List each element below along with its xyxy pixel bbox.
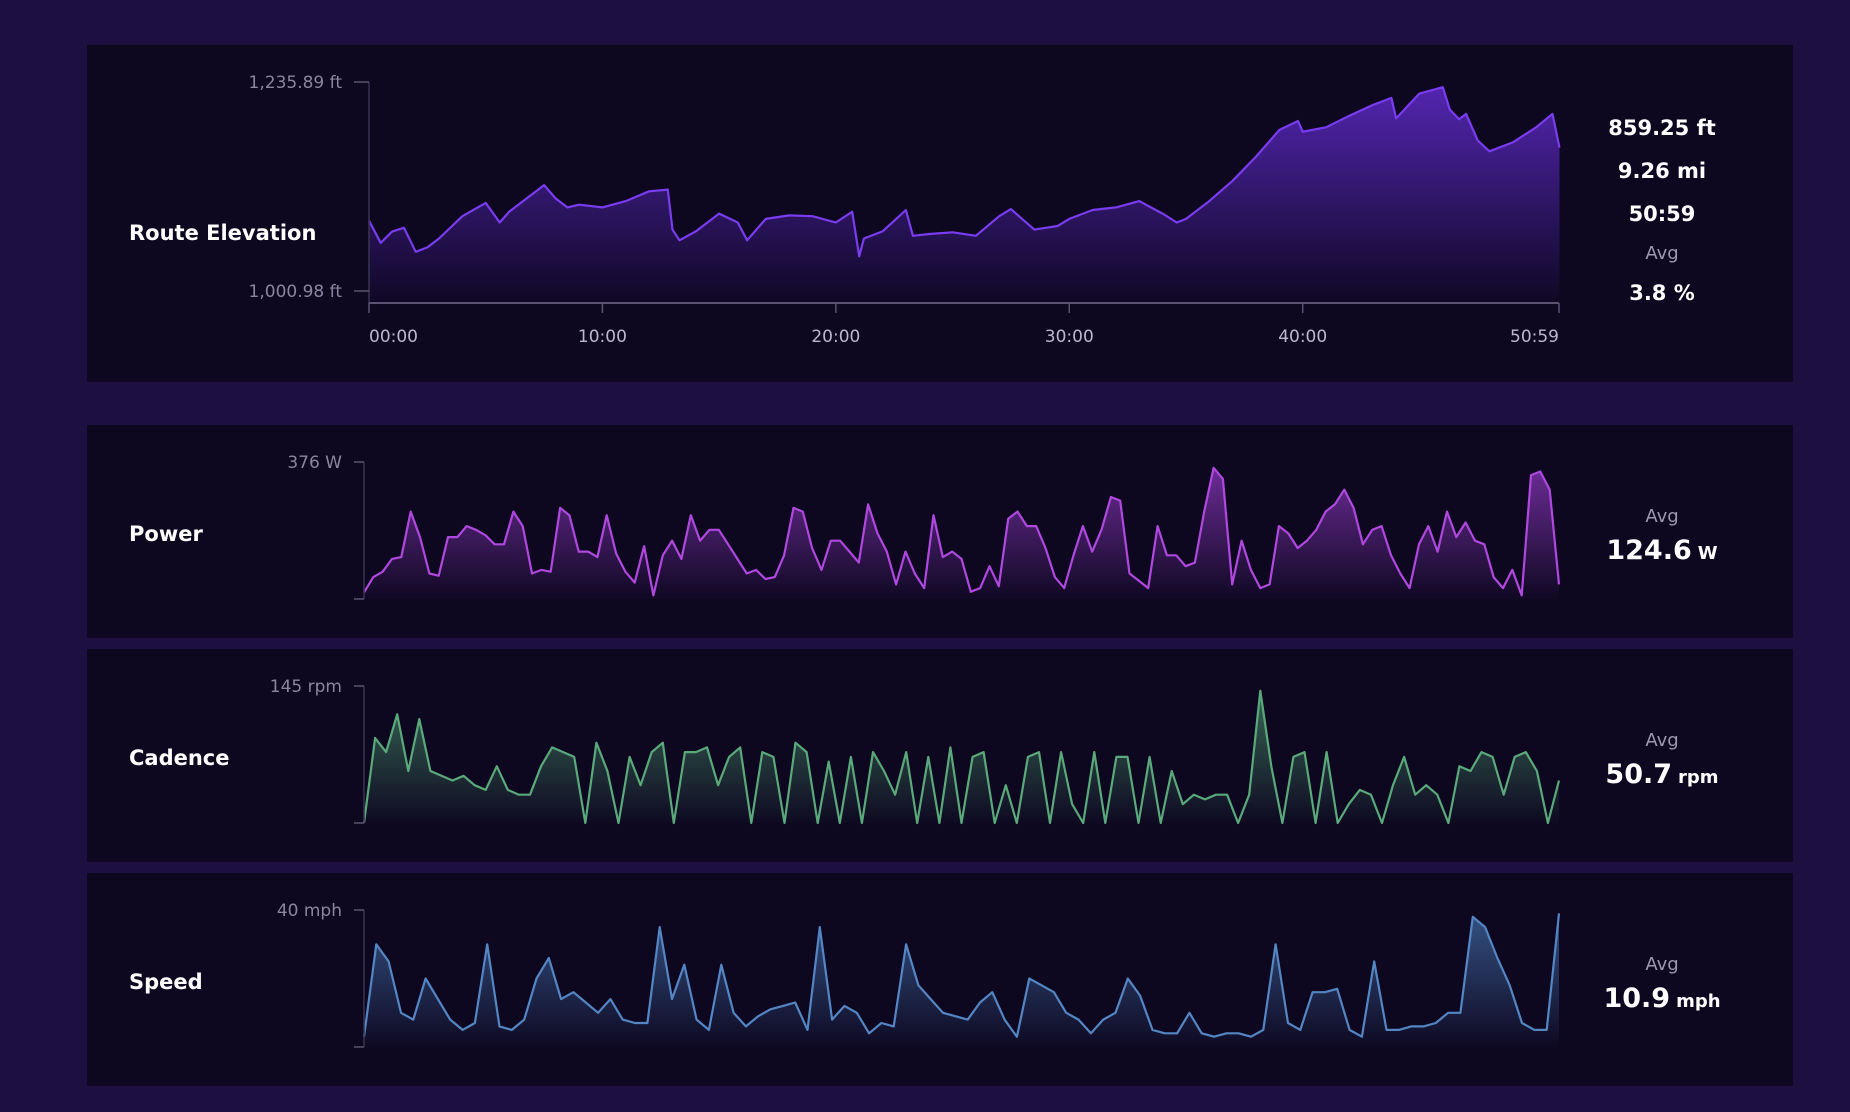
cadence-avg-label: Avg [1645, 730, 1679, 751]
x-tick-label: 20:00 [811, 327, 860, 347]
cadence-panel: Cadence 145 rpm Avg 50.7 rpm [87, 649, 1793, 862]
y-tick-label: 1,000.98 ft [249, 282, 343, 302]
y-tick-label: 1,235.89 ft [249, 73, 343, 93]
x-tick-label: 40:00 [1278, 327, 1327, 347]
cadence-ymax-label: 145 rpm [270, 677, 342, 697]
x-tick-label: 30:00 [1045, 327, 1094, 347]
power-avg-value: 124.6 [1606, 535, 1692, 566]
speed-panel: Speed 40 mph Avg 10.9 mph [87, 873, 1793, 1086]
power-chart[interactable]: 376 W [87, 425, 1793, 638]
cadence-avg-value: 50.7 [1605, 759, 1673, 790]
power-series-line [363, 466, 1561, 597]
avg-grade-value: 3.8 % [1629, 281, 1695, 305]
cadence-area-fill [364, 690, 1559, 823]
elevation-gain-value: 859.25 ft [1608, 116, 1716, 140]
speed-title: Speed [129, 970, 203, 994]
x-tick-label: 00:00 [369, 327, 418, 347]
speed-avg-label: Avg [1645, 954, 1679, 975]
cadence-series-line [362, 689, 1561, 825]
speed-series-line [362, 913, 1561, 1038]
duration-value: 50:59 [1628, 202, 1696, 226]
x-tick-label: 10:00 [578, 327, 627, 347]
elevation-series-line [368, 86, 1561, 258]
cadence-title: Cadence [129, 746, 230, 770]
speed-chart[interactable]: 40 mph [87, 873, 1793, 1086]
elevation-stats: 859.25 ft 9.26 mi 50:59 Avg 3.8 % [1577, 107, 1747, 315]
cadence-stats: Avg 50.7 rpm [1577, 723, 1747, 790]
power-stats: Avg 124.6 W [1577, 499, 1747, 566]
elevation-chart[interactable]: 1,235.89 ft 1,000.98 ft 00:00 10:00 20:00 30:… [87, 45, 1793, 382]
speed-avg-unit: mph [1676, 991, 1721, 1012]
speed-avg-value: 10.9 [1603, 983, 1671, 1014]
power-panel: Power 376 W Avg 124.6 W [87, 425, 1793, 638]
cadence-chart[interactable]: 145 rpm [87, 649, 1793, 862]
power-avg-label: Avg [1645, 506, 1679, 527]
x-tick-label: 50:59 [1510, 327, 1559, 347]
power-title: Power [129, 522, 203, 546]
power-avg-unit: W [1697, 543, 1718, 564]
power-area-fill [364, 467, 1559, 599]
cadence-avg-unit: rpm [1678, 767, 1719, 788]
power-ymax-label: 376 W [287, 453, 342, 473]
elevation-panel: Route Elevation 1,235.89 ft 1,000.98 ft 00… [87, 45, 1793, 382]
speed-area-fill [364, 913, 1559, 1047]
distance-value: 9.26 mi [1617, 159, 1707, 183]
speed-stats: Avg 10.9 mph [1577, 947, 1747, 1014]
avg-grade-label: Avg [1645, 243, 1679, 264]
elevation-title: Route Elevation [129, 221, 317, 245]
elevation-area-fill [369, 87, 1560, 303]
speed-ymax-label: 40 mph [277, 901, 342, 921]
